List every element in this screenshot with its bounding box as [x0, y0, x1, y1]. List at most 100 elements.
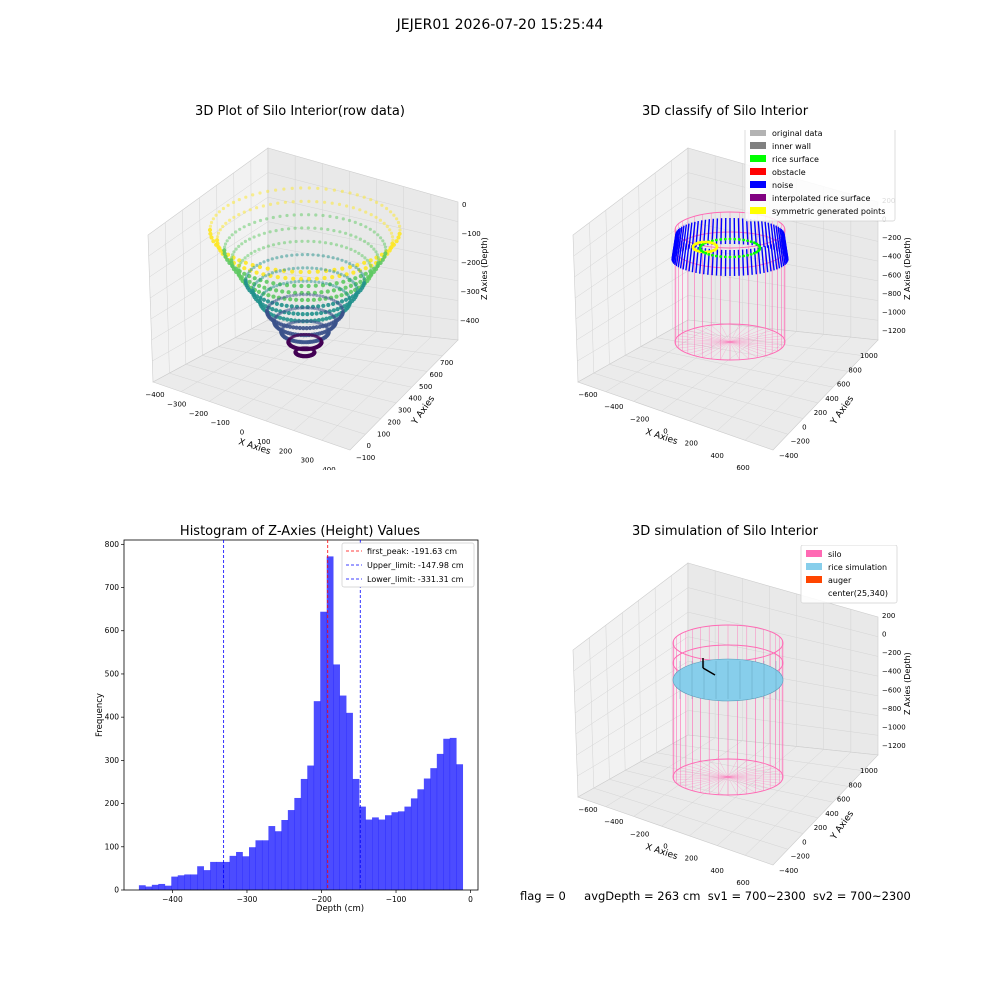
scan-point: [217, 210, 221, 214]
scan-point: [279, 296, 283, 300]
raw-z-axis-label: Z Axies (Depth): [480, 237, 489, 300]
scan-point: [301, 279, 305, 283]
scan-point: [270, 257, 274, 261]
scan-point: [318, 307, 322, 312]
y-tick-label: 300: [398, 407, 411, 415]
noise-points: [720, 249, 723, 276]
rice-surface-point: [714, 238, 718, 242]
scan-point: [225, 239, 229, 243]
grid-line: [576, 685, 689, 756]
scan-point: [296, 306, 300, 310]
scan-point: [288, 240, 292, 244]
silo-floor-line: [729, 330, 773, 343]
noise-points: [753, 219, 758, 246]
legend-label: noise: [772, 181, 793, 190]
scan-point: [344, 231, 348, 235]
scan-point: [274, 301, 279, 306]
legend-label: symmetric generated points: [772, 207, 885, 216]
scan-point: [340, 266, 345, 271]
scan-point: [357, 251, 361, 255]
noise-points: [674, 228, 680, 256]
scan-point: [226, 203, 230, 207]
scan-point: [291, 276, 296, 281]
scan-point: [247, 279, 252, 284]
histogram-bar: [184, 874, 192, 891]
scan-point: [368, 263, 372, 267]
scan-point: [243, 260, 248, 265]
scan-point: [282, 295, 286, 299]
scan-point: [305, 297, 311, 303]
silo-floor-line: [680, 767, 729, 778]
scan-point: [299, 186, 303, 190]
y-tick-label: 300: [105, 756, 120, 765]
scan-point: [351, 270, 356, 275]
noise-points: [682, 224, 688, 251]
grid-line: [661, 743, 770, 827]
grid-line: [638, 600, 642, 762]
silo-floor-line: [711, 324, 731, 343]
histogram-bar: [294, 797, 302, 891]
scan-point: [343, 285, 348, 290]
legend-swatch: [806, 563, 822, 570]
scan-point: [297, 325, 302, 331]
scan-point: [310, 266, 314, 270]
scan-point: [307, 199, 311, 203]
grid-line: [717, 334, 824, 431]
y-tick-label: 600: [837, 381, 850, 389]
y-tick-label: 600: [105, 626, 120, 635]
silo-floor-line: [675, 338, 731, 343]
scan-point: [345, 275, 349, 279]
noise-points: [691, 221, 696, 248]
z-tick-label: −1200: [882, 742, 906, 750]
scan-point: [216, 245, 221, 250]
histogram-bar: [274, 831, 282, 891]
scan-point: [326, 227, 330, 232]
z-tick-label: −800: [882, 290, 901, 298]
x-tick-label: −600: [578, 391, 597, 399]
grid-line: [574, 611, 689, 693]
scan-point: [208, 224, 212, 228]
scan-point: [257, 283, 262, 288]
y-tick-label: 200: [814, 824, 827, 832]
rice-surface-point: [728, 255, 732, 259]
simulation-3d-plot: −600 −400 −200 0 200 400 600 −400 −200 0 200 400 600…: [572, 545, 912, 885]
scan-point: [310, 306, 314, 310]
silo-floor-line: [727, 776, 756, 793]
y-tick-label: 800: [848, 781, 861, 789]
x-tick-label: 400: [322, 466, 335, 470]
scan-point: [306, 226, 310, 230]
scan-point: [284, 303, 289, 308]
rice-surface-point: [746, 239, 750, 243]
scan-point: [358, 208, 362, 212]
scan-point: [347, 218, 352, 223]
scan-point: [242, 271, 247, 276]
scan-point: [223, 245, 227, 249]
grid-line: [237, 328, 350, 412]
silo-floor-line: [727, 759, 747, 778]
silo-floor-line: [729, 341, 740, 360]
scan-point: [282, 282, 286, 286]
silo-floor-line: [729, 341, 778, 352]
noise-points: [775, 225, 781, 252]
rice-surface-point: [723, 237, 727, 241]
scan-point: [307, 186, 311, 190]
silo-floor-line: [727, 776, 776, 787]
scan-point: [266, 189, 270, 193]
scan-point: [314, 213, 318, 217]
scan-point: [334, 285, 338, 289]
histogram-bar: [372, 817, 379, 890]
scan-point: [265, 266, 270, 271]
scan-point: [295, 253, 299, 257]
histogram-bar: [365, 819, 373, 890]
scan-point: [369, 244, 373, 248]
scan-point: [321, 213, 325, 218]
scan-point: [244, 195, 248, 199]
grid-line: [293, 334, 404, 431]
scan-point: [246, 272, 250, 276]
scan-point: [372, 247, 376, 251]
legend-label: center(25,340): [828, 589, 888, 598]
scan-point: [305, 293, 309, 297]
x-tick-label: −300: [237, 895, 258, 904]
x-tick-label: 0: [663, 428, 667, 436]
x-tick-label: 200: [685, 855, 698, 863]
